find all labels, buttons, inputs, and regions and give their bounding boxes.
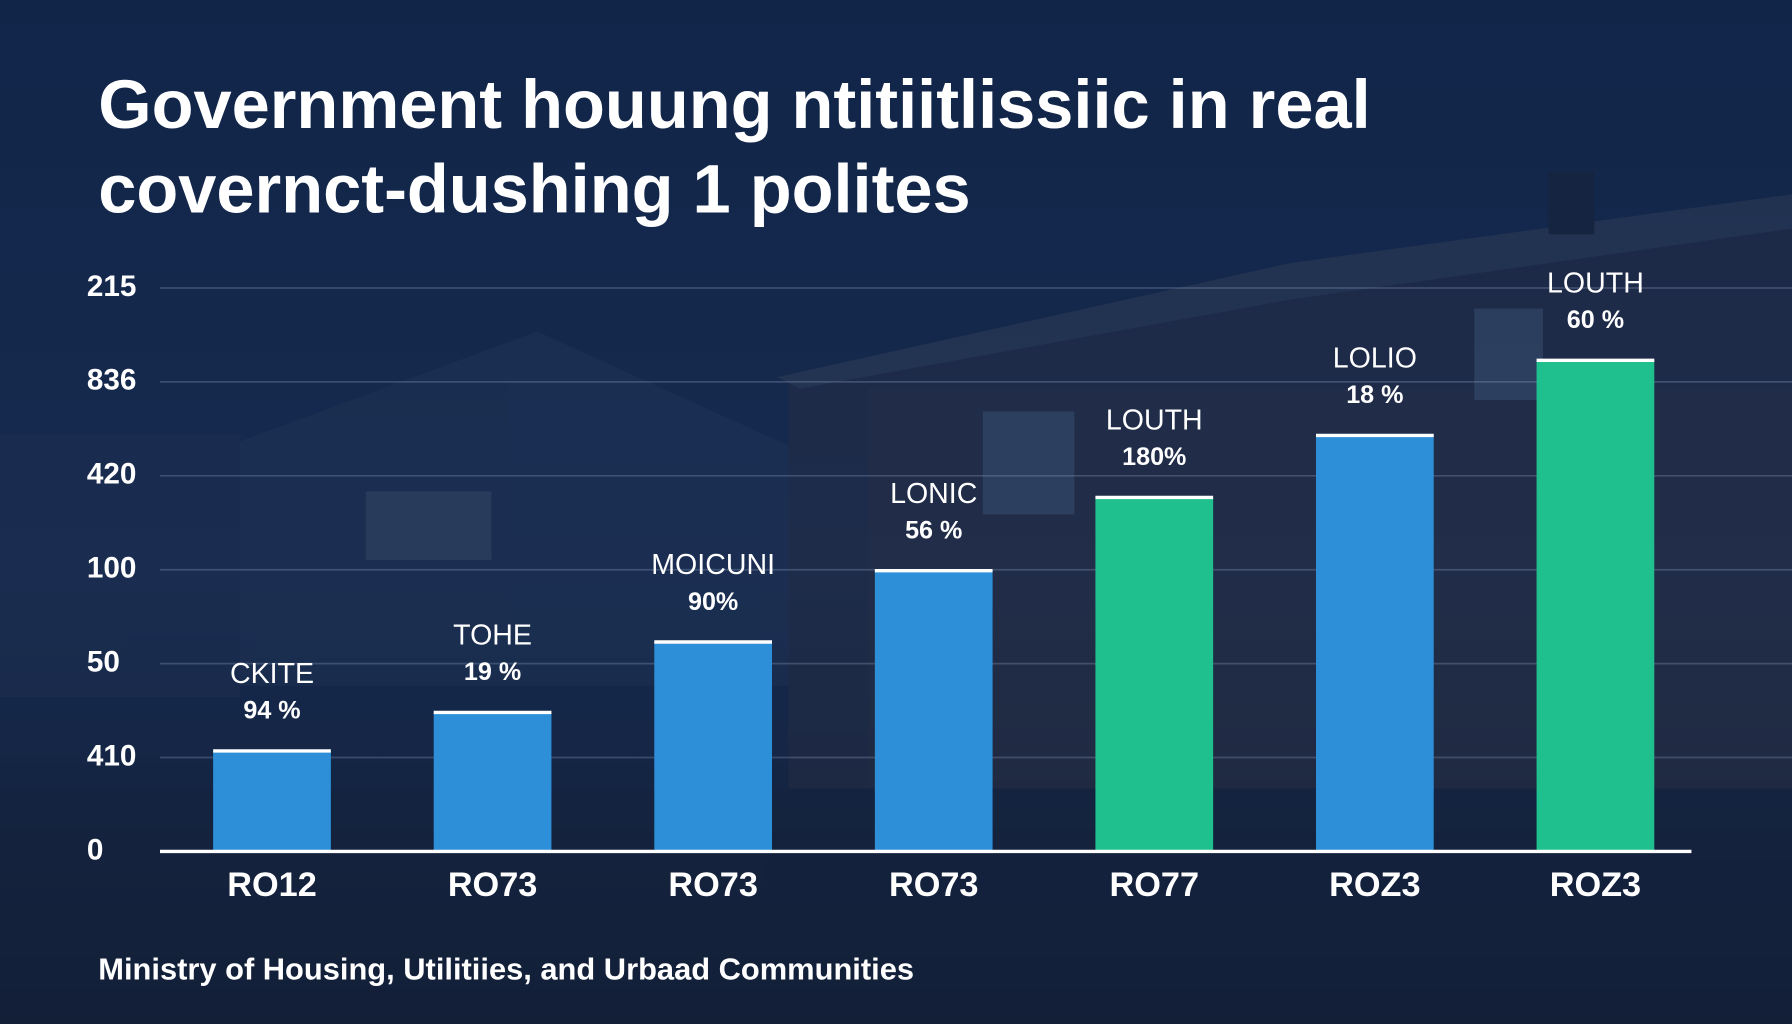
x-tick-label: RO73 — [889, 866, 979, 904]
x-tick-label: RO73 — [668, 866, 758, 904]
x-tick-label: RO77 — [1110, 866, 1200, 904]
bar-annotation-name: LOUTH — [1547, 267, 1644, 299]
x-tick-label: RO12 — [227, 866, 317, 904]
source: Ministry of Housing, Utilitiies, and Urb… — [98, 952, 914, 987]
x-tick-label: ROZ3 — [1550, 866, 1641, 904]
y-tick-label: 100 — [87, 552, 137, 585]
bar-annotation-name: TOHE — [453, 620, 532, 652]
bar — [874, 570, 993, 852]
bar — [1316, 435, 1434, 852]
bar-annotation-text: 60 % — [1567, 306, 1624, 334]
y-tick-label: 420 — [87, 458, 137, 491]
y-tick-label: 836 — [87, 364, 137, 397]
chart-title: Government houung ntitiitlissiic in real — [98, 66, 1370, 143]
x-tick-label: RO73 — [448, 866, 538, 904]
bar — [433, 712, 552, 852]
x-tick-label: ROZ3 — [1329, 866, 1420, 904]
bar-annotation-text: 19 % — [464, 658, 521, 686]
bar — [1536, 360, 1655, 852]
bar-annotation-text: 94 % — [243, 697, 300, 725]
bar-annotation-name: LOLIO — [1333, 343, 1417, 375]
bar — [654, 642, 772, 852]
bar-annotation-name: CKITE — [230, 658, 314, 690]
bar-annotation-text: 56 % — [905, 516, 962, 544]
bar-annotation-name: MOICUNI — [651, 549, 775, 581]
bar — [213, 750, 331, 852]
bar-annotation-name: LOUTH — [1106, 405, 1203, 437]
chart-title: covernct-dushing 1 polites — [98, 150, 970, 227]
y-tick-label: 50 — [87, 645, 120, 678]
bar-annotation-text: 18 % — [1346, 381, 1403, 409]
y-tick-label: 410 — [87, 739, 137, 772]
bar — [1095, 497, 1214, 852]
bar-annotation-text: 180% — [1122, 443, 1186, 471]
y-tick-label: 0 — [87, 833, 104, 866]
bar-annotation-name: LONIC — [890, 478, 977, 510]
bar-annotation-text: 90% — [688, 588, 738, 616]
y-tick-label: 215 — [87, 270, 137, 303]
